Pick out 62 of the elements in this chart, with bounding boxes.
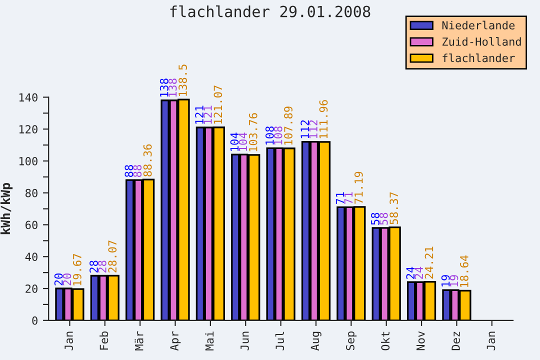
y-tick-label: 140 bbox=[19, 93, 38, 102]
x-tick-label: Nov bbox=[416, 331, 425, 350]
x-tick-label: Feb bbox=[100, 331, 108, 350]
x-tick-label: Dez bbox=[452, 332, 460, 350]
y-tick-label: 80 bbox=[26, 188, 38, 198]
data-label: 112 bbox=[309, 120, 318, 138]
data-label: 112 bbox=[300, 120, 309, 138]
data-label: 138.5 bbox=[178, 64, 187, 96]
x-tick-label: Jul bbox=[275, 332, 284, 350]
data-label: 28 bbox=[98, 260, 106, 273]
data-label: 20 bbox=[62, 273, 72, 286]
data-label: 28 bbox=[90, 260, 98, 273]
data-label: 71 bbox=[344, 192, 352, 204]
chart-title: flachlander 29.01.2008 bbox=[170, 5, 370, 18]
data-label: 121.07 bbox=[214, 86, 222, 124]
data-label: 28.07 bbox=[108, 240, 117, 272]
data-label: 24.21 bbox=[424, 246, 434, 279]
data-label: 138 bbox=[168, 78, 177, 97]
data-label: 58.37 bbox=[390, 192, 398, 224]
data-label: 18.64 bbox=[460, 255, 468, 287]
data-label: 108 bbox=[274, 126, 282, 144]
data-label: 58 bbox=[379, 212, 388, 225]
y-tick-label: 0 bbox=[32, 316, 38, 325]
data-label: 88 bbox=[133, 165, 142, 177]
legend-label: Niederlande bbox=[442, 20, 515, 30]
data-label: 104 bbox=[238, 132, 248, 151]
data-label: 20 bbox=[54, 273, 63, 286]
y-tick-label: 20 bbox=[26, 284, 38, 293]
data-label: 138 bbox=[160, 78, 168, 97]
legend-label: Zuid-Holland bbox=[442, 37, 521, 46]
data-label: 19.67 bbox=[73, 254, 82, 286]
x-tick-label: Aug bbox=[310, 332, 322, 351]
y-tick-label: 60 bbox=[26, 220, 38, 230]
data-label: 88 bbox=[124, 165, 134, 177]
x-tick-label: Mai bbox=[205, 332, 214, 350]
y-tick-label: 120 bbox=[19, 125, 38, 134]
data-label: 19 bbox=[441, 275, 450, 286]
data-label: 24 bbox=[406, 266, 414, 279]
data-label: 107.89 bbox=[284, 106, 292, 145]
data-label: 108 bbox=[265, 126, 274, 144]
data-label: 71 bbox=[336, 192, 344, 204]
data-label: 121 bbox=[204, 106, 212, 124]
y-tick-label: 100 bbox=[19, 156, 38, 166]
data-label: 104 bbox=[230, 132, 239, 151]
data-label: 121 bbox=[195, 106, 204, 124]
data-label: 19 bbox=[450, 275, 458, 286]
legend-label: flachlander bbox=[442, 54, 515, 62]
x-tick-label: Jan bbox=[64, 332, 73, 350]
x-tick-label: Jan bbox=[486, 332, 496, 350]
x-tick-label: Mär bbox=[134, 331, 144, 350]
data-label: 71.19 bbox=[354, 172, 363, 204]
data-label: 58 bbox=[370, 212, 380, 225]
data-label: 103.76 bbox=[248, 113, 258, 152]
y-tick-label: 40 bbox=[25, 252, 38, 262]
y-axis-title: kWh/kWp bbox=[0, 183, 13, 234]
x-tick-label: Jun bbox=[240, 332, 249, 350]
x-tick-label: Okt bbox=[381, 332, 390, 350]
x-tick-label: Apr bbox=[170, 331, 181, 351]
data-label: 24 bbox=[414, 266, 423, 279]
data-label: 88.36 bbox=[143, 144, 152, 176]
data-label: 111.96 bbox=[319, 100, 328, 138]
x-tick-label: Sep bbox=[346, 331, 357, 350]
